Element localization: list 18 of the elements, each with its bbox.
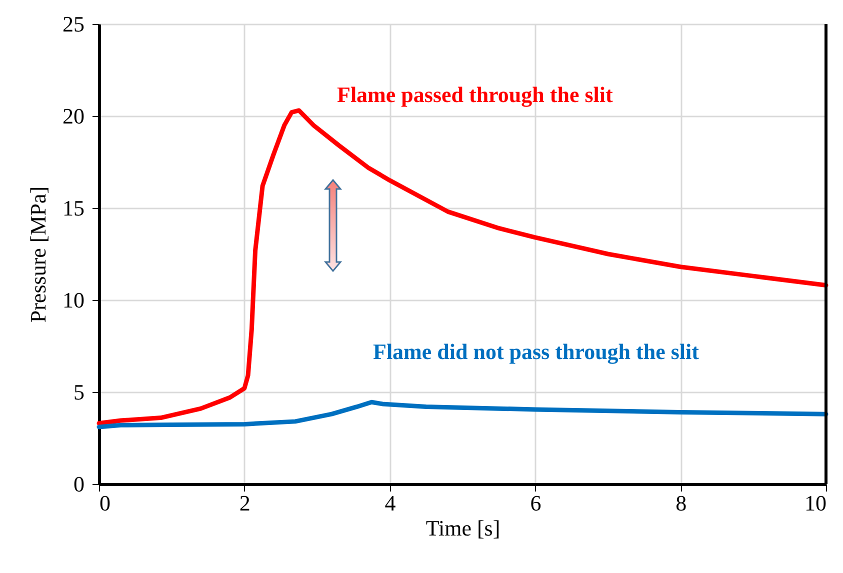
line-series xyxy=(96,400,828,430)
x-tick-label: 6 xyxy=(530,490,542,516)
y-tick-label: 20 xyxy=(62,104,84,128)
y-tick-label: 0 xyxy=(74,472,84,496)
x-tick-label: 4 xyxy=(384,490,396,516)
y-axis-title: Pressure [MPa] xyxy=(26,186,50,323)
annotation: Flame passed through the slit xyxy=(337,82,614,107)
y-tick-label: 5 xyxy=(74,380,84,404)
x-tick-label: 10 xyxy=(804,490,826,516)
y-tick-label: 25 xyxy=(62,12,84,36)
x-tick-label: 0 xyxy=(100,490,110,516)
x-tick-label: 2 xyxy=(239,490,250,516)
annotation: Flame did not pass through the slit xyxy=(373,339,700,364)
y-tick-label: 15 xyxy=(62,196,84,220)
line-series xyxy=(96,108,828,426)
y-tick-label: 10 xyxy=(62,288,84,312)
x-tick-label: 8 xyxy=(676,490,687,516)
x-axis-title: Time [s] xyxy=(426,516,500,540)
